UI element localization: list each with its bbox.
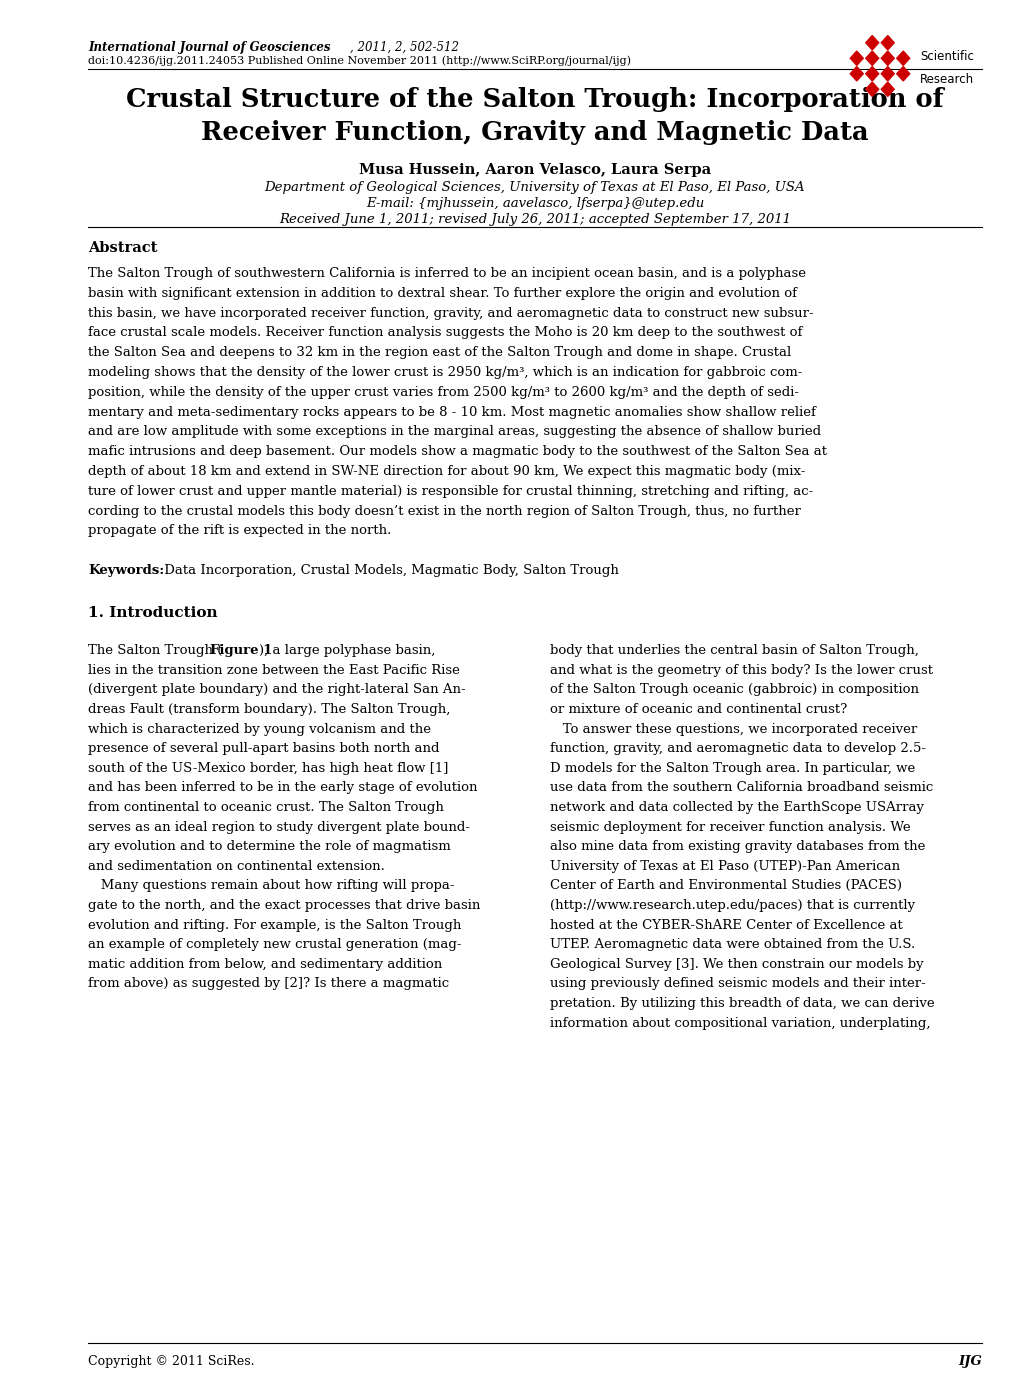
Text: propagate of the rift is expected in the north.: propagate of the rift is expected in the… <box>88 525 391 537</box>
Text: Musa Hussein, Aaron Velasco, Laura Serpa: Musa Hussein, Aaron Velasco, Laura Serpa <box>359 163 710 177</box>
Text: pretation. By utilizing this breadth of data, we can derive: pretation. By utilizing this breadth of … <box>549 997 933 1010</box>
Text: evolution and rifting. For example, is the Salton Trough: evolution and rifting. For example, is t… <box>88 918 461 932</box>
Text: using previously defined seismic models and their inter-: using previously defined seismic models … <box>549 978 925 990</box>
Text: face crustal scale models. Receiver function analysis suggests the Moho is 20 km: face crustal scale models. Receiver func… <box>88 327 802 339</box>
Text: Geological Survey [3]. We then constrain our models by: Geological Survey [3]. We then constrain… <box>549 958 923 971</box>
Text: and are low amplitude with some exceptions in the marginal areas, suggesting the: and are low amplitude with some exceptio… <box>88 425 820 439</box>
Polygon shape <box>850 66 862 80</box>
Text: Figure 1: Figure 1 <box>210 644 272 658</box>
Text: Abstract: Abstract <box>88 241 157 255</box>
Text: and sedimentation on continental extension.: and sedimentation on continental extensi… <box>88 860 384 873</box>
Text: modeling shows that the density of the lower crust is 2950 kg/m³, which is an in: modeling shows that the density of the l… <box>88 366 802 379</box>
Text: south of the US-Mexico border, has high heat flow [1]: south of the US-Mexico border, has high … <box>88 762 448 774</box>
Text: of the Salton Trough oceanic (gabbroic) in composition: of the Salton Trough oceanic (gabbroic) … <box>549 683 918 697</box>
Text: function, gravity, and aeromagnetic data to develop 2.5-: function, gravity, and aeromagnetic data… <box>549 742 925 755</box>
Text: presence of several pull-apart basins both north and: presence of several pull-apart basins bo… <box>88 742 439 755</box>
Text: and what is the geometry of this body? Is the lower crust: and what is the geometry of this body? I… <box>549 663 932 677</box>
Text: International Journal of Geosciences: International Journal of Geosciences <box>88 42 330 54</box>
Text: Many questions remain about how rifting will propa-: Many questions remain about how rifting … <box>88 879 454 892</box>
Text: ture of lower crust and upper mantle material) is responsible for crustal thinni: ture of lower crust and upper mantle mat… <box>88 485 812 497</box>
Text: Received June 1, 2011; revised July 26, 2011; accepted September 17, 2011: Received June 1, 2011; revised July 26, … <box>279 213 790 226</box>
Text: Research: Research <box>919 72 973 86</box>
Text: Data Incorporation, Crustal Models, Magmatic Body, Salton Trough: Data Incorporation, Crustal Models, Magm… <box>160 564 619 578</box>
Text: ary evolution and to determine the role of magmatism: ary evolution and to determine the role … <box>88 841 450 853</box>
Text: mafic intrusions and deep basement. Our models show a magmatic body to the south: mafic intrusions and deep basement. Our … <box>88 445 826 458</box>
Text: dreas Fault (transform boundary). The Salton Trough,: dreas Fault (transform boundary). The Sa… <box>88 704 450 716</box>
Text: E-mail: {mjhussein, aavelasco, lfserpa}@utep.edu: E-mail: {mjhussein, aavelasco, lfserpa}@… <box>366 197 703 211</box>
Polygon shape <box>865 36 878 50</box>
Text: Copyright © 2011 SciRes.: Copyright © 2011 SciRes. <box>88 1355 255 1368</box>
Text: , 2011, 2, 502-512: , 2011, 2, 502-512 <box>350 42 459 54</box>
Text: (divergent plate boundary) and the right-lateral San An-: (divergent plate boundary) and the right… <box>88 683 465 697</box>
Polygon shape <box>880 51 894 65</box>
Text: IJG: IJG <box>957 1355 981 1368</box>
Text: position, while the density of the upper crust varies from 2500 kg/m³ to 2600 kg: position, while the density of the upper… <box>88 386 798 399</box>
Polygon shape <box>865 82 878 97</box>
Text: Keywords:: Keywords: <box>88 564 164 578</box>
Text: body that underlies the central basin of Salton Trough,: body that underlies the central basin of… <box>549 644 918 658</box>
Text: Department of Geological Sciences, University of Texas at El Paso, El Paso, USA: Department of Geological Sciences, Unive… <box>264 181 805 194</box>
Text: To answer these questions, we incorporated receiver: To answer these questions, we incorporat… <box>549 723 916 735</box>
Text: an example of completely new crustal generation (mag-: an example of completely new crustal gen… <box>88 938 461 951</box>
Polygon shape <box>896 51 909 65</box>
Text: depth of about 18 km and extend in SW-NE direction for about 90 km, We expect th: depth of about 18 km and extend in SW-NE… <box>88 465 805 478</box>
Text: network and data collected by the EarthScope USArray: network and data collected by the EarthS… <box>549 801 923 814</box>
Text: serves as an ideal region to study divergent plate bound-: serves as an ideal region to study diver… <box>88 820 470 834</box>
Text: D models for the Salton Trough area. In particular, we: D models for the Salton Trough area. In … <box>549 762 914 774</box>
Text: use data from the southern California broadband seismic: use data from the southern California br… <box>549 781 932 795</box>
Text: information about compositional variation, underplating,: information about compositional variatio… <box>549 1017 929 1029</box>
Text: doi:10.4236/ijg.2011.24053 Published Online November 2011 (http://www.SciRP.org/: doi:10.4236/ijg.2011.24053 Published Onl… <box>88 55 631 65</box>
Text: basin with significant extension in addition to dextral shear. To further explor: basin with significant extension in addi… <box>88 287 796 299</box>
Text: The Salton Trough (⁠: The Salton Trough (⁠ <box>88 644 222 658</box>
Text: 1. Introduction: 1. Introduction <box>88 607 217 620</box>
Text: Scientific: Scientific <box>919 50 973 64</box>
Text: this basin, we have incorporated receiver function, gravity, and aeromagnetic da: this basin, we have incorporated receive… <box>88 306 813 320</box>
Polygon shape <box>865 66 878 80</box>
Polygon shape <box>880 66 894 80</box>
Text: lies in the transition zone between the East Pacific Rise: lies in the transition zone between the … <box>88 663 460 677</box>
Polygon shape <box>880 36 894 50</box>
Text: mentary and meta-sedimentary rocks appears to be 8 - 10 km. Most magnetic anomal: mentary and meta-sedimentary rocks appea… <box>88 406 815 418</box>
Text: hosted at the CYBER-ShARE Center of Excellence at: hosted at the CYBER-ShARE Center of Exce… <box>549 918 902 932</box>
Text: Crustal Structure of the Salton Trough: Incorporation of: Crustal Structure of the Salton Trough: … <box>126 87 943 112</box>
Text: from above) as suggested by [2]? Is there a magmatic: from above) as suggested by [2]? Is ther… <box>88 978 448 990</box>
Text: The Salton Trough of southwestern California is inferred to be an incipient ocea: The Salton Trough of southwestern Califo… <box>88 267 805 280</box>
Text: or mixture of oceanic and continental crust?: or mixture of oceanic and continental cr… <box>549 704 847 716</box>
Text: matic addition from below, and sedimentary addition: matic addition from below, and sedimenta… <box>88 958 442 971</box>
Text: cording to the crustal models this body doesn’t exist in the north region of Sal: cording to the crustal models this body … <box>88 504 800 518</box>
Text: ⁠), a large polyphase basin,: ⁠), a large polyphase basin, <box>259 644 435 658</box>
Text: the Salton Sea and deepens to 32 km in the region east of the Salton Trough and : the Salton Sea and deepens to 32 km in t… <box>88 346 791 359</box>
Text: UTEP. Aeromagnetic data were obtained from the U.S.: UTEP. Aeromagnetic data were obtained fr… <box>549 938 914 951</box>
Text: seismic deployment for receiver function analysis. We: seismic deployment for receiver function… <box>549 820 910 834</box>
Text: Center of Earth and Environmental Studies (PACES): Center of Earth and Environmental Studie… <box>549 879 901 892</box>
Text: gate to the north, and the exact processes that drive basin: gate to the north, and the exact process… <box>88 899 480 911</box>
Text: also mine data from existing gravity databases from the: also mine data from existing gravity dat… <box>549 841 924 853</box>
Text: (http://www.research.utep.edu/paces) that is currently: (http://www.research.utep.edu/paces) tha… <box>549 899 914 911</box>
Polygon shape <box>896 66 909 80</box>
Text: from continental to oceanic crust. The Salton Trough: from continental to oceanic crust. The S… <box>88 801 443 814</box>
Polygon shape <box>865 51 878 65</box>
Text: Receiver Function, Gravity and Magnetic Data: Receiver Function, Gravity and Magnetic … <box>201 120 868 145</box>
Polygon shape <box>880 82 894 97</box>
Text: which is characterized by young volcanism and the: which is characterized by young volcanis… <box>88 723 431 735</box>
Polygon shape <box>850 51 862 65</box>
Text: and has been inferred to be in the early stage of evolution: and has been inferred to be in the early… <box>88 781 477 795</box>
Text: University of Texas at El Paso (UTEP)-Pan American: University of Texas at El Paso (UTEP)-Pa… <box>549 860 899 873</box>
